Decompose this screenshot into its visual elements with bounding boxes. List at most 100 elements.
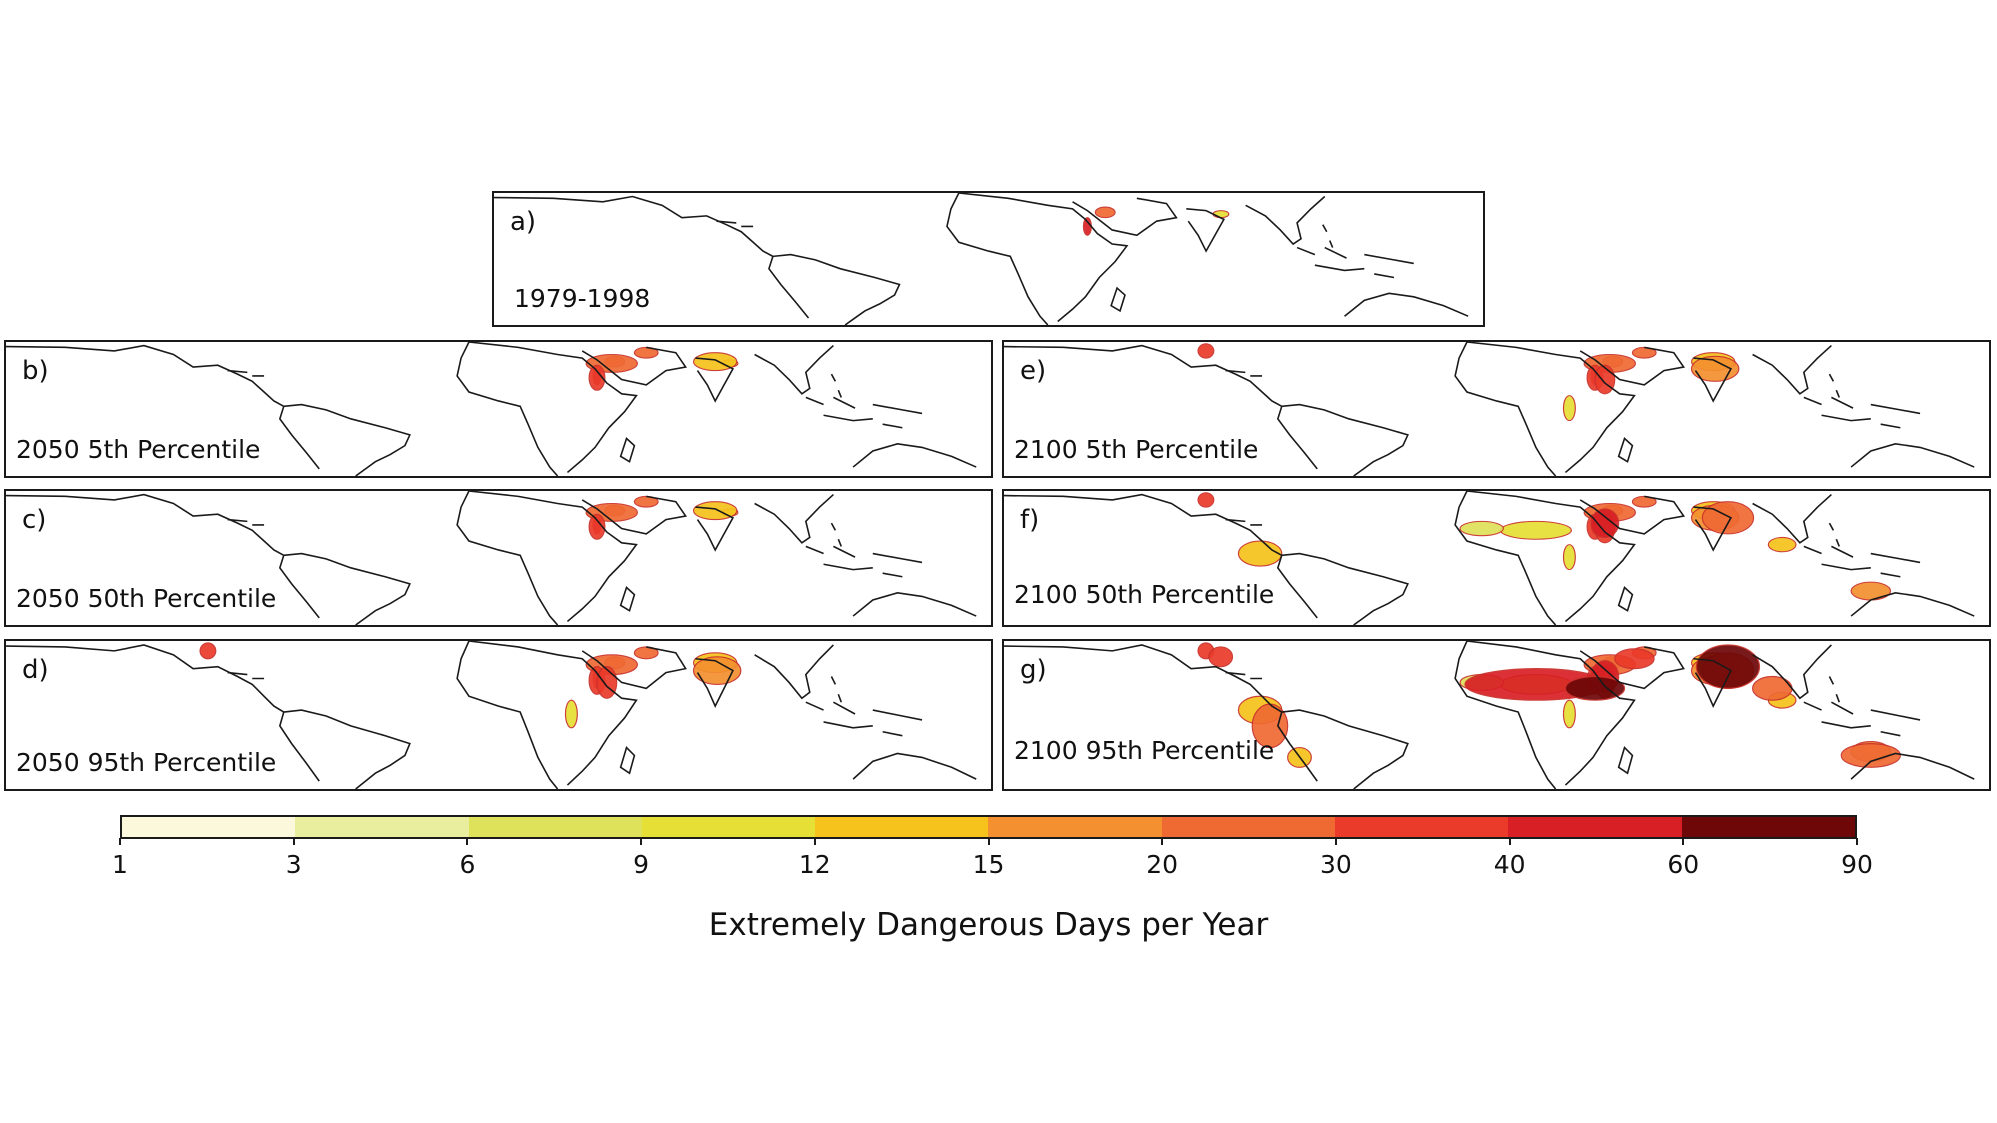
- coastline: [1282, 405, 1408, 476]
- heat-region: [1614, 648, 1655, 670]
- coastline: [1467, 641, 1634, 785]
- coastline: [717, 221, 754, 226]
- heat-region: [596, 666, 618, 699]
- panel-period-d: 2050 95th Percentile: [16, 748, 277, 777]
- coastline: [1619, 438, 1633, 461]
- colorbar-tick: [640, 838, 643, 845]
- coastline: [1829, 374, 1839, 397]
- coastline: [469, 342, 636, 472]
- heat-region: [199, 642, 217, 660]
- world-map-g: [1004, 641, 1989, 789]
- coastline: [1278, 712, 1317, 781]
- heat-region: [1631, 346, 1657, 359]
- world-map-a: [494, 193, 1483, 325]
- panel-period-e: 2100 5th Percentile: [1014, 435, 1259, 464]
- colorbar-tick: [1508, 838, 1511, 845]
- coastline: [1804, 546, 1920, 562]
- colorbar-tick: [119, 838, 121, 845]
- colorbar-tick: [1856, 838, 1858, 845]
- colorbar-tick-label: 30: [1319, 850, 1352, 879]
- coastline: [280, 555, 319, 618]
- coastline: [1580, 347, 1683, 385]
- coastline: [469, 641, 636, 785]
- coastline: [280, 406, 319, 469]
- heat-region: [633, 646, 659, 660]
- heat-region: [1082, 217, 1092, 236]
- panel-label-e: e): [1020, 356, 1047, 386]
- coastline: [1455, 641, 1555, 789]
- heat-region: [633, 346, 659, 359]
- coastline: [284, 405, 410, 476]
- coastline: [824, 564, 903, 577]
- colorbar: [120, 815, 1857, 839]
- coastline: [1004, 645, 1282, 712]
- coastline: [228, 673, 264, 679]
- coastline: [1073, 198, 1177, 235]
- panel-label-d: d): [22, 655, 49, 685]
- coastline: [1851, 753, 1974, 779]
- coastline: [755, 346, 834, 394]
- coastline: [284, 710, 410, 789]
- colorbar-segment: [1161, 817, 1336, 837]
- panel-period-c: 2050 50th Percentile: [16, 584, 277, 613]
- heat-region: [1840, 743, 1901, 768]
- panel-label-g: g): [1020, 655, 1047, 685]
- map-panel-g: g) 2100 95th Percentile: [1002, 639, 1991, 791]
- map-panel-b: b) 2050 5th Percentile: [4, 340, 993, 478]
- colorbar-tick: [1334, 838, 1337, 845]
- coastline: [773, 255, 900, 325]
- coastline: [228, 520, 264, 525]
- heat-region: [1752, 675, 1793, 701]
- colorbar-segment: [988, 817, 1162, 837]
- colorbar-tick: [1682, 838, 1685, 845]
- world-map-b: [6, 342, 991, 476]
- coastline: [1315, 265, 1394, 277]
- heat-region: [1767, 536, 1797, 553]
- coastline: [1694, 358, 1731, 401]
- coastline: [769, 256, 809, 318]
- coastline: [1619, 748, 1633, 774]
- coastline: [959, 193, 1127, 321]
- coastline: [1186, 209, 1224, 251]
- colorbar-segment: [122, 817, 296, 837]
- colorbar-tick: [987, 838, 990, 845]
- heat-region: [588, 364, 606, 391]
- world-map-d: [6, 641, 991, 789]
- coastline: [853, 444, 976, 467]
- coastline: [457, 491, 557, 625]
- heat-region: [1695, 644, 1761, 689]
- coastline: [806, 702, 922, 720]
- world-map-e: [1004, 342, 1989, 476]
- panel-label-b: b): [22, 356, 49, 386]
- coastline: [621, 587, 635, 610]
- panel-period-b: 2050 5th Percentile: [16, 435, 261, 464]
- heat-region: [1562, 699, 1576, 729]
- coastline: [806, 397, 922, 413]
- map-panel-f: f) 2100 50th Percentile: [1002, 489, 1991, 627]
- coastline: [824, 415, 903, 428]
- colorbar-segment: [815, 817, 989, 837]
- coastline: [1345, 293, 1469, 316]
- colorbar-title: Extremely Dangerous Days per Year: [708, 907, 1269, 943]
- coastline: [696, 507, 733, 550]
- coastline: [1282, 710, 1408, 789]
- colorbar-tick: [813, 838, 816, 845]
- coastline: [1467, 342, 1634, 472]
- coastline: [457, 342, 557, 476]
- coastline: [1753, 346, 1832, 394]
- colorbar-tick-label: 9: [633, 850, 650, 879]
- coastline: [831, 523, 841, 546]
- colorbar-tick: [1161, 838, 1164, 845]
- coastline: [621, 748, 635, 774]
- coastline: [582, 496, 685, 534]
- coastline: [1829, 677, 1839, 703]
- colorbar-tick-label: 1: [112, 850, 128, 879]
- heat-region: [1631, 495, 1657, 508]
- coastline: [947, 193, 1048, 325]
- map-panel-e: e) 2100 5th Percentile: [1002, 340, 1991, 478]
- coastline: [1804, 702, 1920, 720]
- heat-region: [1197, 343, 1215, 359]
- coastline: [696, 358, 733, 401]
- map-panel-d: d) 2050 95th Percentile: [4, 639, 993, 791]
- coastline: [824, 722, 903, 736]
